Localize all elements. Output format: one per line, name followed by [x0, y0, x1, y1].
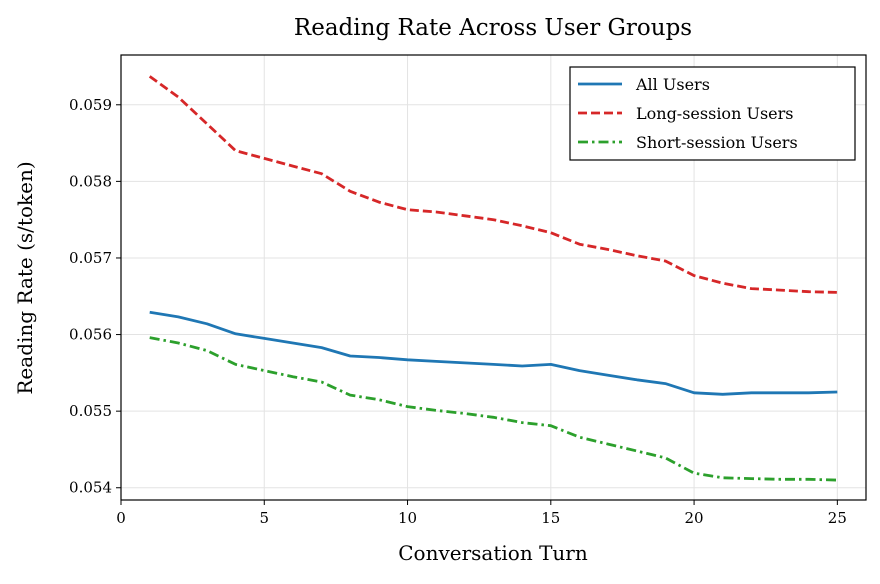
axis-ticks: 0 5 10 15 20 25 0.054 0.055 0.056 0.057 0.058 0.059	[69, 96, 847, 527]
series-lines	[148, 75, 838, 482]
y-tick-label: 0.058	[69, 172, 112, 190]
x-tick-label: 25	[828, 509, 847, 527]
chart-title: Reading Rate Across User Groups	[294, 15, 692, 41]
y-tick-label: 0.059	[69, 96, 112, 114]
x-axis-label: Conversation Turn	[398, 541, 588, 565]
x-tick-label: 5	[259, 509, 269, 527]
y-tick-label: 0.057	[69, 249, 112, 267]
legend-label: Short-session Users	[636, 133, 798, 152]
x-tick-label: 10	[398, 509, 417, 527]
series-line-all-users	[149, 310, 838, 396]
y-tick-label: 0.054	[69, 479, 112, 497]
legend-label: All Users	[635, 75, 710, 94]
plot-frame	[120, 54, 867, 501]
x-tick-label: 0	[116, 509, 126, 527]
legend-label: Long-session Users	[636, 104, 793, 123]
legend: All Users Long-session Users Short-session…	[569, 66, 856, 161]
series-line-short-session-users	[149, 336, 838, 482]
x-tick-label: 15	[541, 509, 560, 527]
x-tick-label: 20	[685, 509, 704, 527]
y-tick-label: 0.055	[69, 402, 112, 420]
y-axis-label: Reading Rate (s/token)	[13, 161, 37, 394]
series-line-long-session-users	[148, 75, 838, 294]
y-tick-label: 0.056	[69, 326, 112, 344]
